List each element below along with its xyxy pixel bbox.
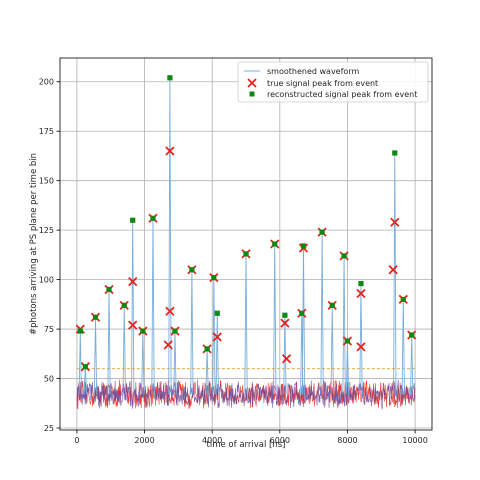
reconstructed-peak-marker bbox=[272, 241, 278, 247]
x-stroke bbox=[281, 354, 292, 364]
y-tick-label: 150 bbox=[39, 177, 54, 186]
x-stroke bbox=[356, 342, 366, 352]
x-stroke bbox=[212, 332, 222, 342]
x-stroke bbox=[128, 276, 138, 287]
reconstructed-peak-marker bbox=[189, 267, 195, 273]
reconstructed-peak-marker bbox=[150, 215, 156, 221]
reconstructed-peak-marker bbox=[172, 328, 178, 334]
noise-trace bbox=[76, 379, 416, 410]
legend-label-true-peak: true signal peak from event bbox=[267, 79, 378, 88]
x-tick-label: 4000 bbox=[202, 436, 222, 445]
reconstructed-peak-marker bbox=[319, 229, 325, 235]
x-tick-label: 8000 bbox=[337, 436, 357, 445]
x-stroke bbox=[388, 265, 398, 275]
true-peak-marker bbox=[390, 217, 400, 227]
y-tick-label: 50 bbox=[44, 375, 54, 384]
reconstructed-peak-marker bbox=[341, 253, 347, 259]
reconstructed-peak-marker bbox=[358, 280, 364, 287]
legend-swatch-true-peak bbox=[247, 78, 257, 88]
reconstructed-peak-marker bbox=[300, 243, 307, 249]
y-axis-label: #photons arriving at PS plane per time b… bbox=[29, 153, 39, 335]
reconstructed-peak-marker bbox=[243, 251, 249, 257]
true-peak-marker bbox=[281, 354, 292, 364]
reconstructed-peak-marker bbox=[121, 302, 127, 308]
true-peak-marker bbox=[163, 340, 173, 350]
x-axis: 0 2000 4000 6000 8000 10000 bbox=[74, 430, 428, 445]
reconstructed-peak-marker bbox=[282, 312, 288, 318]
reconstructed-peak-marker bbox=[204, 346, 210, 352]
x-tick-label: 10000 bbox=[402, 436, 427, 445]
true-peak-marker bbox=[212, 332, 222, 342]
reconstructed-peak-marker bbox=[106, 286, 112, 293]
reconstructed-peak-marker bbox=[140, 328, 146, 334]
reconstructed-peak-marker bbox=[344, 338, 351, 344]
x-stroke bbox=[247, 78, 257, 88]
y-tick-label: 100 bbox=[39, 276, 54, 285]
y-axis: 25 50 75 100 125 150 175 200 bbox=[39, 78, 60, 433]
x-stroke bbox=[163, 340, 173, 350]
reconstructed-peak-marker bbox=[92, 314, 99, 320]
true-peak-marker bbox=[280, 318, 290, 328]
reconstructed-peak-marker bbox=[167, 75, 173, 81]
legend-label-reconstructed-peak: reconstructed signal peak from event bbox=[267, 90, 417, 99]
x-stroke bbox=[356, 288, 366, 299]
legend-swatch-reconstructed-peak bbox=[249, 91, 255, 97]
reconstructed-peak-marker bbox=[409, 332, 415, 338]
x-axis-label: time of arrival [ns] bbox=[207, 440, 286, 450]
x-stroke bbox=[165, 146, 175, 156]
reconstructed-peak-marker bbox=[77, 328, 83, 334]
legend-x-marker bbox=[247, 78, 257, 88]
true-peak-marker bbox=[388, 265, 398, 275]
reconstructed-peak-marker bbox=[214, 310, 220, 316]
reconstructed-peak-marker bbox=[392, 150, 398, 156]
true-peak-marker bbox=[356, 342, 366, 352]
legend-label-waveform: smoothened waveform bbox=[267, 67, 359, 76]
reconstructed-peak-marker bbox=[211, 275, 217, 281]
reconstructed-peak-marker bbox=[82, 364, 88, 370]
x-stroke bbox=[128, 320, 138, 330]
x-tick-label: 2000 bbox=[134, 436, 154, 445]
x-stroke bbox=[280, 318, 290, 328]
true-peak-marker bbox=[128, 276, 138, 287]
y-tick-label: 175 bbox=[39, 127, 54, 136]
reconstructed-peak-marker bbox=[329, 302, 335, 308]
reconstructed-peaks bbox=[77, 75, 415, 370]
x-tick-label: 0 bbox=[74, 436, 79, 445]
true-peak-marker bbox=[356, 288, 366, 299]
reconstructed-peak-marker bbox=[400, 296, 406, 303]
reconstructed-peak-marker bbox=[299, 310, 305, 316]
legend-box bbox=[237, 61, 429, 103]
y-tick-label: 200 bbox=[39, 78, 54, 87]
legend: smoothened waveform true signal peak fro… bbox=[237, 61, 429, 103]
reconstructed-peak-marker bbox=[130, 217, 136, 223]
y-tick-label: 75 bbox=[44, 325, 54, 334]
true-peak-marker bbox=[128, 320, 138, 330]
y-tick-label: 25 bbox=[44, 424, 54, 433]
true-peak-marker bbox=[165, 146, 175, 156]
true-peaks bbox=[75, 146, 417, 372]
x-stroke bbox=[165, 306, 175, 316]
x-tick-label: 6000 bbox=[270, 436, 290, 445]
x-stroke bbox=[390, 217, 400, 227]
plot-frame bbox=[59, 57, 433, 431]
y-tick-label: 125 bbox=[39, 226, 54, 235]
true-peak-marker bbox=[165, 306, 175, 316]
noise-band bbox=[76, 379, 416, 410]
